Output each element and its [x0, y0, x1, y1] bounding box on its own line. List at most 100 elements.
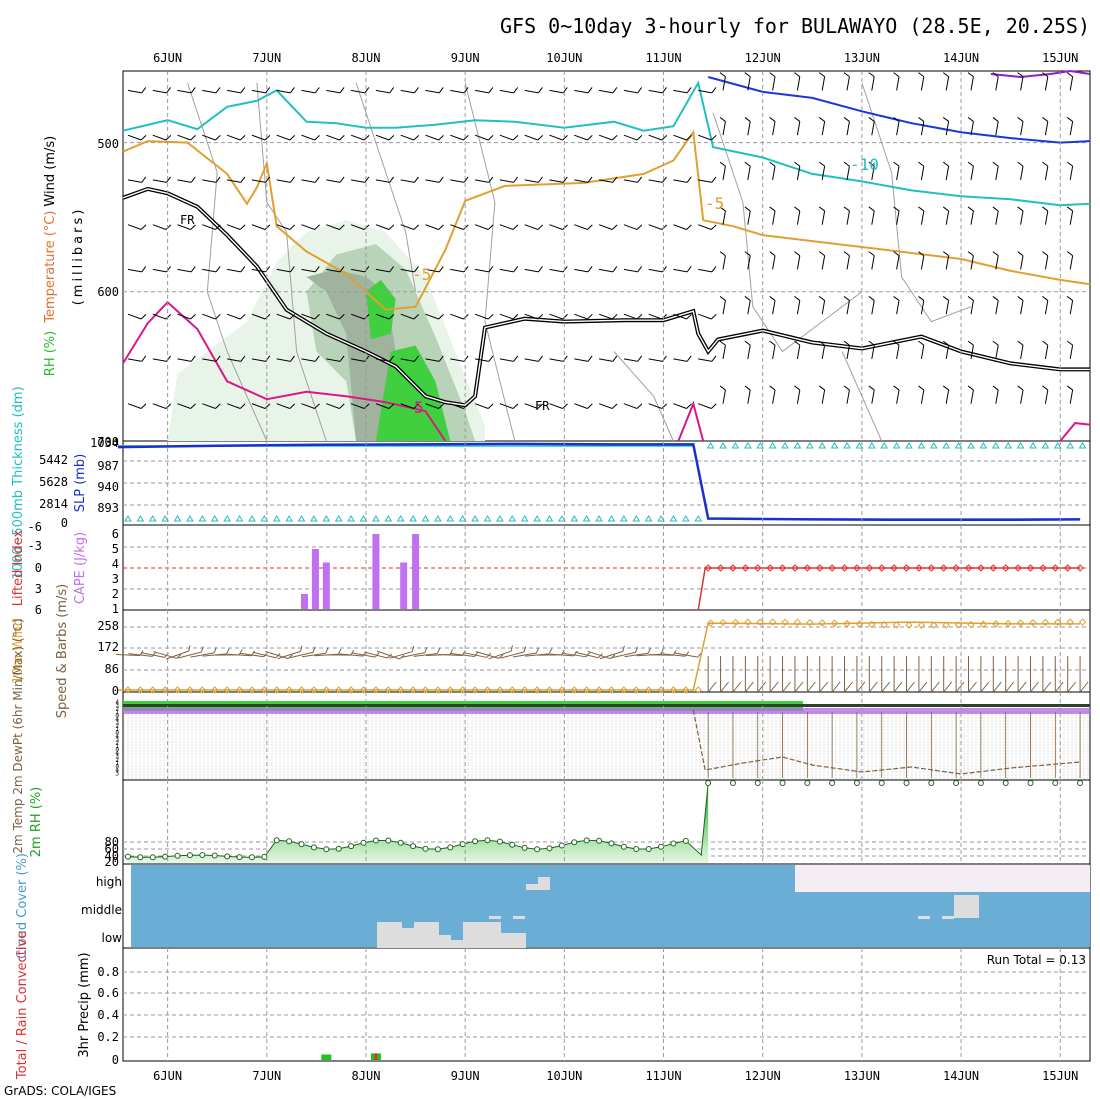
thick-tick-2: 2814 — [39, 497, 68, 511]
thickness-marker — [434, 515, 442, 522]
x-label-top-11jun: 11JUN — [645, 51, 681, 65]
barb-staff — [475, 651, 500, 659]
barb-flag — [918, 117, 925, 122]
precip-tick-3: 0.2 — [97, 1030, 119, 1044]
barb-flag — [818, 296, 825, 301]
wind-barb — [450, 134, 469, 141]
x-label-bottom-12jun: 12JUN — [745, 1069, 781, 1083]
wind-barb — [375, 266, 395, 273]
barb-flag — [314, 135, 320, 141]
wind10-barb-flag — [744, 681, 754, 693]
barb-staff — [152, 89, 167, 94]
barb-staff — [549, 224, 563, 230]
x-label-top-14jun: 14JUN — [943, 51, 979, 65]
wind-barb — [918, 72, 925, 91]
barb-staff — [1044, 76, 1049, 91]
barb-flag — [992, 296, 999, 301]
wind-barb — [992, 296, 999, 315]
wind-barb — [524, 87, 543, 94]
barb-flag — [438, 135, 444, 141]
wind-barb — [893, 161, 900, 180]
wind-barb — [326, 224, 345, 230]
barb-flag — [523, 646, 527, 653]
wind-barb — [818, 296, 826, 315]
barb-staff — [648, 358, 663, 362]
thickness-marker — [818, 442, 827, 449]
barb-flag — [711, 135, 717, 141]
wind-barb — [549, 87, 568, 94]
barb-flag — [264, 135, 271, 141]
barb-staff — [1069, 121, 1074, 136]
barb-flag — [141, 266, 147, 273]
barb-staff — [276, 224, 291, 230]
barb-staff — [549, 134, 563, 141]
barb-staff — [698, 89, 713, 94]
wind-barb — [276, 266, 295, 273]
barb-flag — [488, 176, 494, 183]
barb-flag — [165, 403, 172, 409]
barb-staff — [450, 313, 464, 320]
rh2m-marker — [496, 838, 503, 845]
barb-flag — [537, 314, 544, 320]
thickness-marker — [248, 515, 256, 522]
cape-grid — [123, 546, 1090, 590]
wind-barb — [1066, 206, 1074, 225]
wind-barb — [673, 266, 692, 273]
wind-marker — [1004, 619, 1012, 628]
rh2m-marker — [162, 853, 169, 860]
cape-bars — [300, 534, 420, 609]
barb-staff — [227, 268, 241, 273]
barb-flag — [967, 385, 974, 391]
barb-staff — [152, 403, 167, 409]
wind-barb — [474, 403, 494, 409]
barb-staff — [995, 121, 999, 136]
barb-flag — [414, 176, 419, 183]
wind-barb — [499, 176, 519, 183]
barb-staff — [623, 179, 638, 183]
barb-staff — [351, 652, 376, 658]
barb-staff — [1044, 210, 1049, 225]
barb-staff — [846, 210, 850, 225]
wind-barb — [599, 87, 618, 94]
barb-flag — [265, 266, 271, 273]
barb-flag — [843, 251, 850, 257]
thickness-marker — [372, 515, 380, 522]
barb-flag — [413, 403, 420, 409]
barb-flag — [1066, 206, 1073, 212]
barb-staff — [400, 313, 415, 320]
wind-marker — [855, 620, 864, 628]
barb-staff — [499, 358, 514, 362]
thickness-marker — [991, 442, 1000, 449]
cloud-panel: high middle low Cloud Cover (%) — [15, 853, 1090, 959]
barb-flag — [636, 314, 643, 320]
barb-staff — [821, 121, 826, 136]
barb-flag — [686, 224, 692, 230]
thickness-marker — [235, 515, 244, 522]
wind10-barb — [475, 651, 504, 659]
wind-barb — [942, 340, 950, 359]
wind-marker — [186, 686, 194, 694]
barb-flag — [893, 161, 900, 167]
barb-staff — [970, 255, 974, 270]
rh2m-marker — [434, 846, 441, 853]
wind-barb — [127, 134, 147, 141]
barb-flag — [1066, 251, 1073, 257]
barb-flag — [141, 176, 147, 183]
barb-staff — [227, 653, 252, 657]
thickness-marker — [657, 515, 665, 522]
thickness-marker — [979, 442, 988, 449]
rh2m-marker — [484, 837, 491, 844]
barb-flag — [314, 314, 320, 320]
barb-staff — [177, 224, 191, 230]
barb-staff — [796, 166, 801, 180]
barb-flag — [389, 266, 395, 273]
li-marker — [766, 564, 774, 572]
wind-barb — [769, 340, 776, 359]
rh2m-marker — [953, 780, 960, 786]
wind-barb — [474, 224, 494, 230]
wind-barb — [744, 385, 751, 404]
wind-barb — [549, 224, 568, 230]
barb-staff — [846, 166, 850, 180]
rh2m-marker — [804, 780, 811, 786]
barb-flag — [140, 224, 147, 230]
